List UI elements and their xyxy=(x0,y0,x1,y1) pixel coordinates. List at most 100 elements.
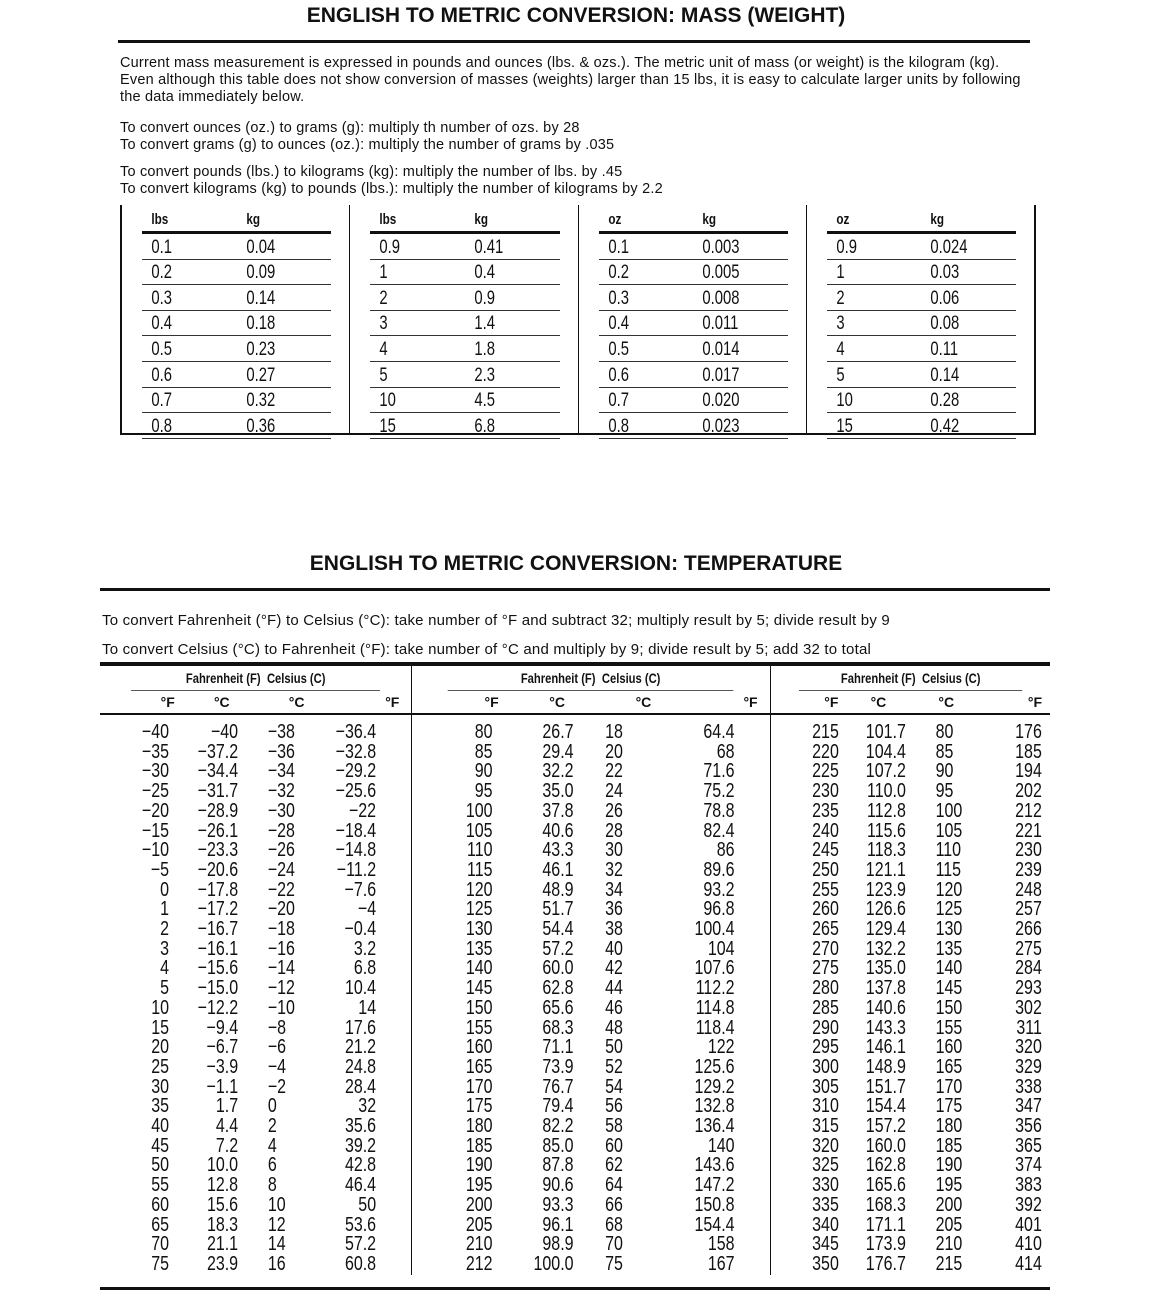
table-cell: 0.6 xyxy=(151,364,172,386)
table-cell: 110 xyxy=(467,839,493,862)
table-cell: 146.1 xyxy=(866,1036,907,1059)
table-cell: 71.1 xyxy=(542,1036,574,1059)
table-cell: −15.0 xyxy=(197,977,239,1000)
table-cell: 0 xyxy=(160,878,170,901)
table-cell: 18.3 xyxy=(207,1213,239,1236)
table-cell: 176 xyxy=(1015,721,1042,743)
table-cell: 48 xyxy=(605,1016,624,1039)
table-cell: 34 xyxy=(605,878,624,901)
table-cell: 105 xyxy=(466,819,493,842)
table-row: 0.5 0.014 xyxy=(598,336,788,362)
table-cell: 104.4 xyxy=(866,740,907,763)
table-row: 0.6 0.27 xyxy=(142,362,332,388)
column-header: °F xyxy=(385,694,400,710)
table-cell: 32.2 xyxy=(542,760,574,783)
table-cell: 0.7 xyxy=(151,390,172,412)
table-cell: 76.7 xyxy=(542,1075,574,1098)
table-cell: 4 xyxy=(836,338,845,360)
table-cell: 60 xyxy=(605,1134,624,1157)
table-cell: 115 xyxy=(935,858,962,881)
table-cell: 28.4 xyxy=(345,1075,377,1098)
table-cell: 1.4 xyxy=(474,313,495,335)
table-cell: 78.8 xyxy=(703,799,735,822)
mass-title: ENGLISH TO METRIC CONVERSION: MASS (WEIG… xyxy=(306,4,846,27)
table-cell: −16.7 xyxy=(197,918,239,941)
column-header: °C xyxy=(288,694,305,710)
table-cell: 212 xyxy=(1015,799,1042,822)
table-cell: −32.8 xyxy=(335,740,377,763)
column-header-row: °F °C °C °F xyxy=(412,691,770,715)
column-header: °F xyxy=(1027,694,1042,710)
table-cell: 165 xyxy=(935,1055,963,1078)
table-cell: 87.8 xyxy=(542,1154,574,1177)
table-cell: 2 xyxy=(836,287,845,309)
table-cell: 100 xyxy=(466,799,493,822)
table-cell: 15 xyxy=(836,415,853,437)
table-cell: 16 xyxy=(267,1252,286,1275)
table-cell: 1 xyxy=(836,262,845,284)
table-cell: 140 xyxy=(935,957,963,980)
table-row: 0.7 0.020 xyxy=(598,388,788,414)
table-cell: 205 xyxy=(466,1213,493,1236)
table-cell: −24 xyxy=(267,858,296,881)
table-cell: 250 xyxy=(811,858,839,881)
table-cell: −20 xyxy=(141,799,170,822)
table-cell: 48.9 xyxy=(542,878,574,901)
table-cell: 3 xyxy=(379,313,388,335)
table-cell: 165 xyxy=(466,1055,493,1078)
mass-group: lbs kg 0.9 0.41 1 0.4 2 0.9 3 1.4 4 1.8 5 2.3 10 4.5 15 6… xyxy=(350,205,579,439)
table-row: 0.3 0.008 xyxy=(598,285,788,311)
table-cell: 0.06 xyxy=(930,287,960,309)
table-cell: 212 xyxy=(466,1252,493,1275)
table-cell: 4 xyxy=(160,957,170,980)
table-cell: 0.023 xyxy=(702,415,740,437)
column-header: kg xyxy=(930,211,945,228)
table-row: 0.9 0.024 xyxy=(826,234,1016,260)
table-cell: 54.4 xyxy=(542,918,574,941)
table-cell: 132.8 xyxy=(694,1095,735,1118)
rule-oz-g: To convert ounces (oz.) to grams (g): mu… xyxy=(120,120,580,136)
table-row: 1 0.03 xyxy=(826,260,1016,286)
table-cell: −26 xyxy=(267,839,296,862)
table-cell: −16 xyxy=(267,937,296,960)
table-cell: 93.3 xyxy=(542,1193,574,1216)
table-cell: 65.6 xyxy=(542,996,574,1019)
table-cell: 302 xyxy=(1015,996,1042,1019)
table-cell: −20.6 xyxy=(197,858,239,881)
table-cell: 200 xyxy=(935,1193,963,1216)
table-cell: −40 xyxy=(141,721,170,743)
table-cell: 180 xyxy=(466,1115,493,1138)
table-cell: 10.0 xyxy=(207,1154,239,1177)
mass-group: oz kg 0.1 0.003 0.2 0.005 0.3 0.008 0.4 0.011 0.5 0… xyxy=(579,205,807,439)
table-cell: 73.9 xyxy=(542,1055,574,1078)
group-header: Fahrenheit (F) Celsius (C) xyxy=(798,670,1023,691)
table-cell: 0.03 xyxy=(930,262,960,284)
table-cell: 265 xyxy=(811,918,839,941)
table-cell: 0.003 xyxy=(702,236,740,258)
table-cell: 10 xyxy=(379,390,397,412)
table-cell: 147.2 xyxy=(694,1174,735,1197)
table-cell: 125 xyxy=(935,898,963,921)
table-cell: 52 xyxy=(605,1055,624,1078)
table-cell: 85.0 xyxy=(542,1134,574,1157)
table-cell: 170 xyxy=(935,1075,963,1098)
temperature-group: Fahrenheit (F) Celsius (C) °F °C °C °F −40 −40−… xyxy=(100,666,413,1275)
table-cell: 5 xyxy=(836,364,845,386)
table-cell: −20 xyxy=(267,898,296,921)
table-cell: 57.2 xyxy=(345,1233,377,1256)
table-cell: −18.4 xyxy=(335,819,377,842)
table-cell: 210 xyxy=(935,1233,963,1256)
table-row: 0.8 0.36 xyxy=(142,413,332,439)
table-cell: 190 xyxy=(935,1154,963,1177)
table-cell: 185 xyxy=(935,1134,963,1157)
table-cell: 165.6 xyxy=(866,1174,907,1197)
table-cell: 79.4 xyxy=(542,1095,574,1118)
table-cell: 0.5 xyxy=(607,338,629,360)
table-cell: −22 xyxy=(267,878,296,901)
table-cell: 0.23 xyxy=(245,338,275,360)
table-cell: 210 xyxy=(466,1233,493,1256)
table-row: 4 1.8 xyxy=(370,336,560,362)
table-cell: 14 xyxy=(358,996,377,1019)
table-cell: 15.6 xyxy=(207,1193,239,1216)
table-cell: 0.008 xyxy=(702,287,740,309)
